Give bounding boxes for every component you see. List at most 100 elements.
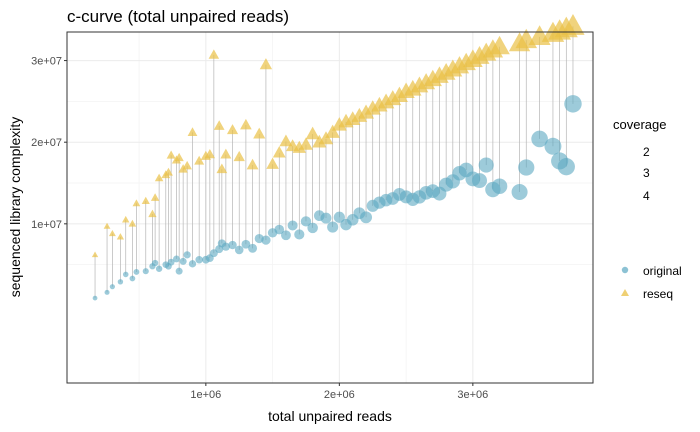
point-reseq — [305, 126, 320, 140]
point-reseq — [253, 127, 266, 139]
point-reseq — [208, 49, 220, 59]
point-reseq — [116, 233, 125, 240]
series-reseq — [91, 14, 585, 258]
legend-label-original: original — [643, 264, 682, 278]
point-original — [478, 157, 494, 173]
point-original — [511, 183, 528, 201]
point-reseq — [182, 160, 192, 170]
point-original — [281, 230, 291, 241]
point-reseq — [220, 148, 232, 159]
point-reseq — [279, 134, 293, 147]
point-original — [518, 159, 535, 176]
point-reseq — [174, 152, 184, 162]
point-original — [133, 269, 140, 275]
point-reseq — [148, 209, 157, 218]
point-reseq — [325, 124, 341, 138]
point-original — [142, 268, 149, 275]
point-original — [557, 158, 575, 176]
point-original — [531, 130, 548, 148]
axes: 1e+06 2e+06 3e+06 1e+07 2e+07 3e+07 — [31, 56, 488, 401]
chart-title: c-curve (total unpaired reads) — [67, 7, 289, 26]
point-original — [261, 235, 271, 245]
point-original — [155, 265, 163, 272]
point-reseq — [213, 120, 225, 130]
point-original — [564, 95, 582, 113]
point-original — [167, 258, 175, 266]
point-original — [320, 212, 332, 224]
y-axis-title: sequenced library complexity — [7, 117, 23, 298]
size-legend: coverage 2 3 4 — [613, 117, 666, 203]
point-original — [195, 255, 203, 264]
point-reseq — [128, 219, 137, 227]
size-legend-title: coverage — [613, 117, 666, 132]
point-original — [274, 224, 285, 235]
point-reseq — [299, 137, 313, 150]
point-original — [491, 178, 508, 195]
point-reseq — [187, 127, 198, 136]
point-original — [241, 239, 251, 249]
point-original — [234, 245, 244, 255]
plot-border — [66, 31, 594, 384]
point-original — [104, 289, 110, 295]
point-reseq — [141, 196, 150, 204]
point-reseq — [489, 35, 510, 55]
y-tick-label: 2e+07 — [31, 137, 62, 149]
y-tick-label: 3e+07 — [31, 56, 62, 68]
point-original — [129, 275, 136, 282]
point-reseq — [292, 140, 307, 153]
point-original — [294, 229, 305, 240]
legend-key-reseq — [621, 289, 629, 296]
connector-lines — [94, 26, 574, 299]
series-original — [92, 95, 582, 301]
point-original — [109, 284, 115, 290]
point-original — [327, 221, 339, 233]
color-legend: original reseq — [621, 264, 682, 301]
x-tick-label: 3e+06 — [457, 389, 488, 401]
point-original — [122, 271, 129, 278]
point-reseq — [390, 86, 408, 102]
legend-key-original — [621, 266, 629, 274]
point-reseq — [358, 104, 374, 119]
point-original — [221, 242, 230, 251]
point-original — [183, 251, 191, 259]
point-reseq — [154, 173, 164, 182]
size-legend-item-4: 4 — [643, 189, 650, 203]
x-axis-title: total unpaired reads — [268, 408, 392, 424]
size-legend-item-2: 2 — [643, 145, 650, 159]
point-reseq — [150, 193, 160, 201]
point-original — [188, 260, 197, 268]
point-reseq — [233, 150, 245, 162]
point-reseq — [259, 58, 273, 70]
legend-label-reseq: reseq — [643, 287, 673, 301]
plot-panel — [67, 32, 593, 383]
point-original — [287, 220, 298, 231]
point-reseq — [266, 157, 279, 169]
point-reseq — [164, 167, 173, 176]
point-original — [92, 295, 98, 301]
point-original — [175, 267, 183, 275]
point-original — [179, 257, 187, 265]
point-reseq — [240, 118, 252, 130]
point-reseq — [103, 222, 111, 229]
point-original — [300, 216, 312, 227]
point-original — [117, 279, 124, 285]
point-original — [333, 211, 345, 223]
size-legend-item-3: 3 — [643, 166, 650, 180]
point-reseq — [216, 163, 228, 174]
point-original — [248, 243, 258, 253]
point-reseq — [246, 158, 259, 170]
point-reseq — [91, 251, 99, 258]
point-reseq — [122, 215, 130, 223]
point-original — [472, 173, 488, 189]
point-reseq — [272, 146, 286, 158]
point-reseq — [561, 14, 585, 35]
point-reseq — [108, 229, 116, 237]
point-reseq — [226, 124, 239, 135]
point-original — [151, 259, 159, 267]
point-reseq — [204, 148, 216, 159]
y-tick-label: 1e+07 — [31, 219, 62, 231]
point-reseq — [166, 150, 176, 159]
point-original — [544, 137, 562, 155]
point-original — [360, 211, 373, 224]
